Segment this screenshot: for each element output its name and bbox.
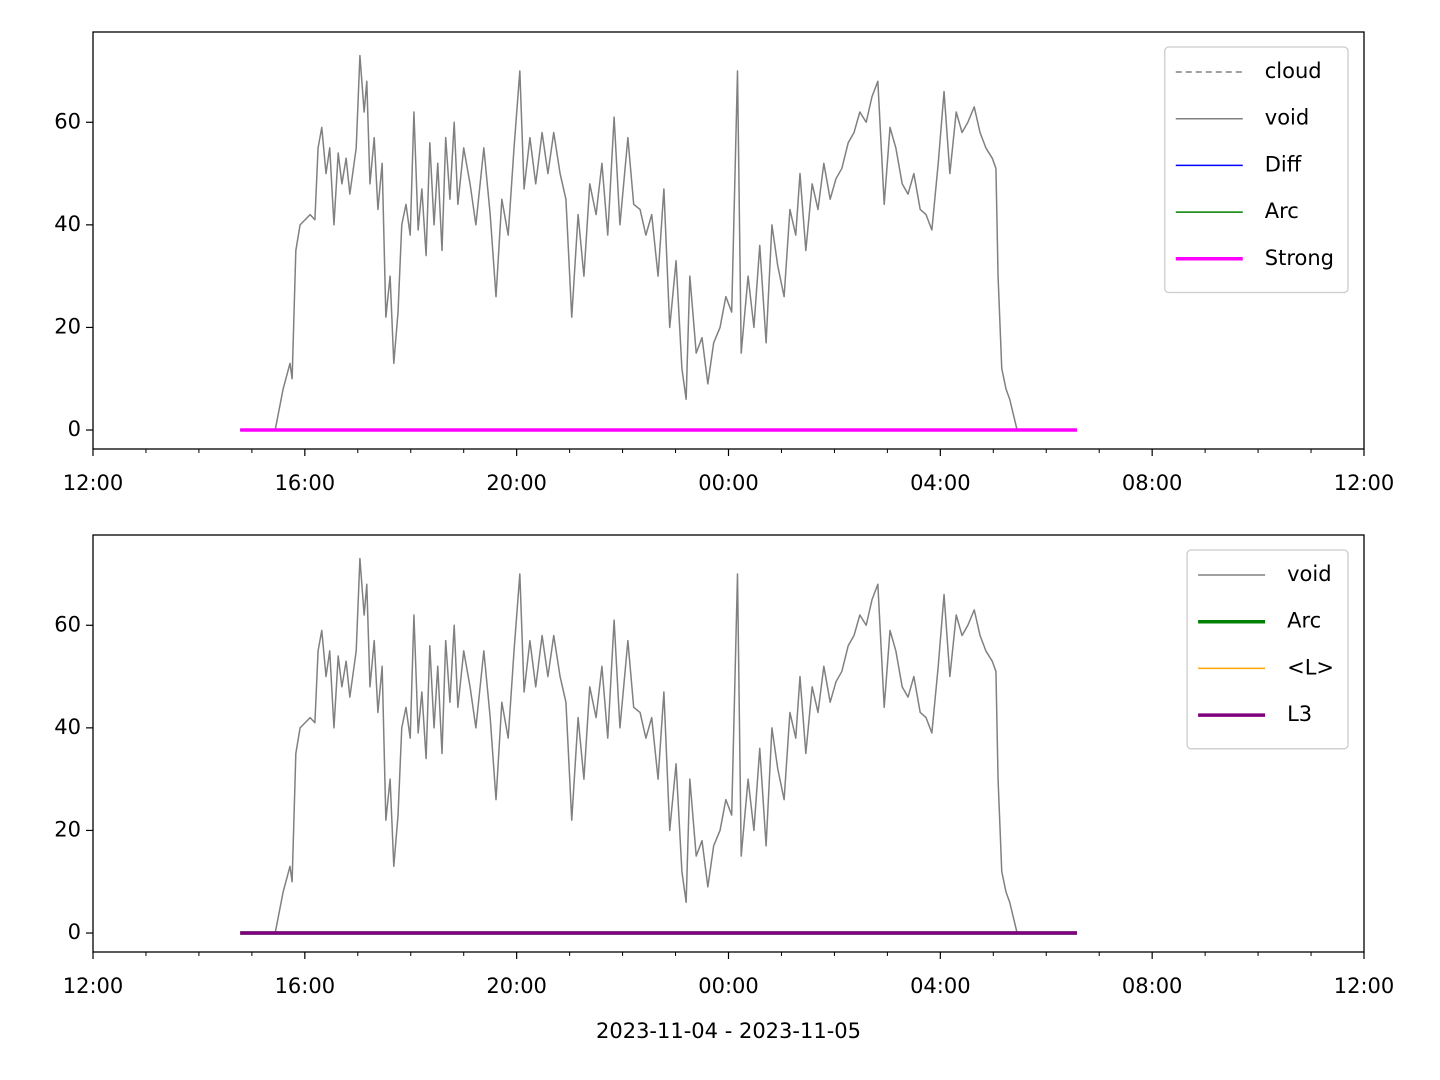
legend-label: cloud xyxy=(1265,59,1322,83)
legend: void Arc <L> L3 xyxy=(1186,549,1349,750)
legend-label: Arc xyxy=(1265,199,1299,223)
x-tick-label: 12:00 xyxy=(63,471,124,495)
y-tick-label: 60 xyxy=(54,612,81,636)
x-tick-label: 04:00 xyxy=(910,471,971,495)
x-tick-label: 16:00 xyxy=(275,471,336,495)
x-tick-label: 20:00 xyxy=(486,471,547,495)
y-tick-label: 20 xyxy=(54,314,81,338)
x-tick-label: 08:00 xyxy=(1122,974,1183,998)
x-tick-label: 12:00 xyxy=(1334,471,1395,495)
legend-label: void xyxy=(1287,562,1331,586)
x-tick-label: 20:00 xyxy=(486,974,547,998)
legend: cloud void Diff Arc Strong xyxy=(1164,46,1349,294)
axes-frame xyxy=(92,31,1365,450)
legend-box xyxy=(1164,46,1349,294)
x-axis-label: 2023-11-04 - 2023-11-05 xyxy=(596,1019,861,1043)
y-tick-label: 20 xyxy=(54,817,81,841)
x-tick-label: 00:00 xyxy=(698,974,759,998)
y-tick-label: 0 xyxy=(68,920,81,944)
legend-label: Diff xyxy=(1265,152,1302,176)
x-tick-label: 08:00 xyxy=(1122,471,1183,495)
x-tick-label: 16:00 xyxy=(275,974,336,998)
x-tick-label: 00:00 xyxy=(698,471,759,495)
legend-label: L3 xyxy=(1287,702,1312,726)
series-line xyxy=(274,54,1018,431)
legend-label: Arc xyxy=(1287,609,1321,633)
legend-label: void xyxy=(1265,106,1309,130)
y-tick-label: 60 xyxy=(54,109,81,133)
legend-label: Strong xyxy=(1265,246,1334,270)
axes-frame xyxy=(92,534,1365,953)
series-line xyxy=(274,557,1018,934)
y-tick-label: 0 xyxy=(68,417,81,441)
y-tick-label: 40 xyxy=(54,212,81,236)
x-tick-label: 12:00 xyxy=(63,974,124,998)
x-tick-label: 12:00 xyxy=(1334,974,1395,998)
legend-box xyxy=(1186,549,1349,750)
legend-label: <L> xyxy=(1287,655,1334,679)
y-tick-label: 40 xyxy=(54,715,81,739)
x-tick-label: 04:00 xyxy=(910,974,971,998)
